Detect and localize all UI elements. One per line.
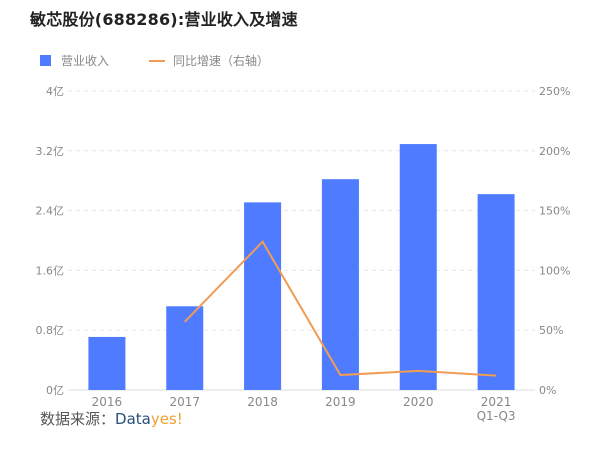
x-axis-tick: 2016 — [92, 395, 123, 409]
source-brand-yes: yes! — [150, 410, 183, 428]
x-axis-tick-sub: Q1-Q3 — [477, 409, 516, 423]
right-axis-tick: 100% — [539, 264, 570, 277]
left-axis-tick: 3.2亿 — [36, 145, 65, 158]
line-legend-swatch-icon — [149, 59, 166, 62]
right-axis-tick: 250% — [539, 85, 570, 98]
x-axis-tick: 2020 — [403, 395, 434, 409]
left-axis-tick: 0亿 — [46, 384, 64, 397]
legend: 营业收入 同比增速（右轴） — [40, 52, 269, 69]
bar-legend-swatch-icon — [40, 55, 51, 66]
source-prefix: 数据来源： — [40, 410, 116, 428]
revenue-bar — [166, 306, 204, 390]
x-axis-tick: 2017 — [169, 395, 200, 409]
data-source: 数据来源：Datayes! — [40, 408, 183, 429]
right-axis-tick: 0% — [539, 384, 556, 397]
x-axis-tick: 2021 — [481, 395, 512, 409]
legend-bar-label: 营业收入 — [61, 54, 110, 68]
right-axis-tick: 150% — [539, 205, 570, 218]
revenue-bar — [88, 336, 126, 390]
revenue-bar — [244, 202, 282, 390]
left-axis-tick: 1.6亿 — [36, 264, 65, 277]
left-axis-tick: 0.8亿 — [36, 324, 65, 337]
legend-line-label: 同比增速（右轴） — [173, 54, 270, 68]
left-axis-tick: 2.4亿 — [36, 205, 65, 218]
x-axis-tick: 2018 — [247, 395, 278, 409]
right-axis-tick: 200% — [539, 145, 570, 158]
right-axis-tick: 50% — [539, 324, 563, 337]
revenue-bar — [321, 179, 359, 390]
source-brand-data: Data — [115, 410, 151, 428]
left-axis-tick: 4亿 — [46, 85, 64, 98]
growth-line — [184, 240, 497, 377]
revenue-bar — [399, 144, 437, 390]
x-axis-tick: 2019 — [325, 395, 356, 409]
chart-title: 敏芯股份(688286):营业收入及增速 — [30, 10, 298, 29]
revenue-bar — [477, 194, 515, 390]
